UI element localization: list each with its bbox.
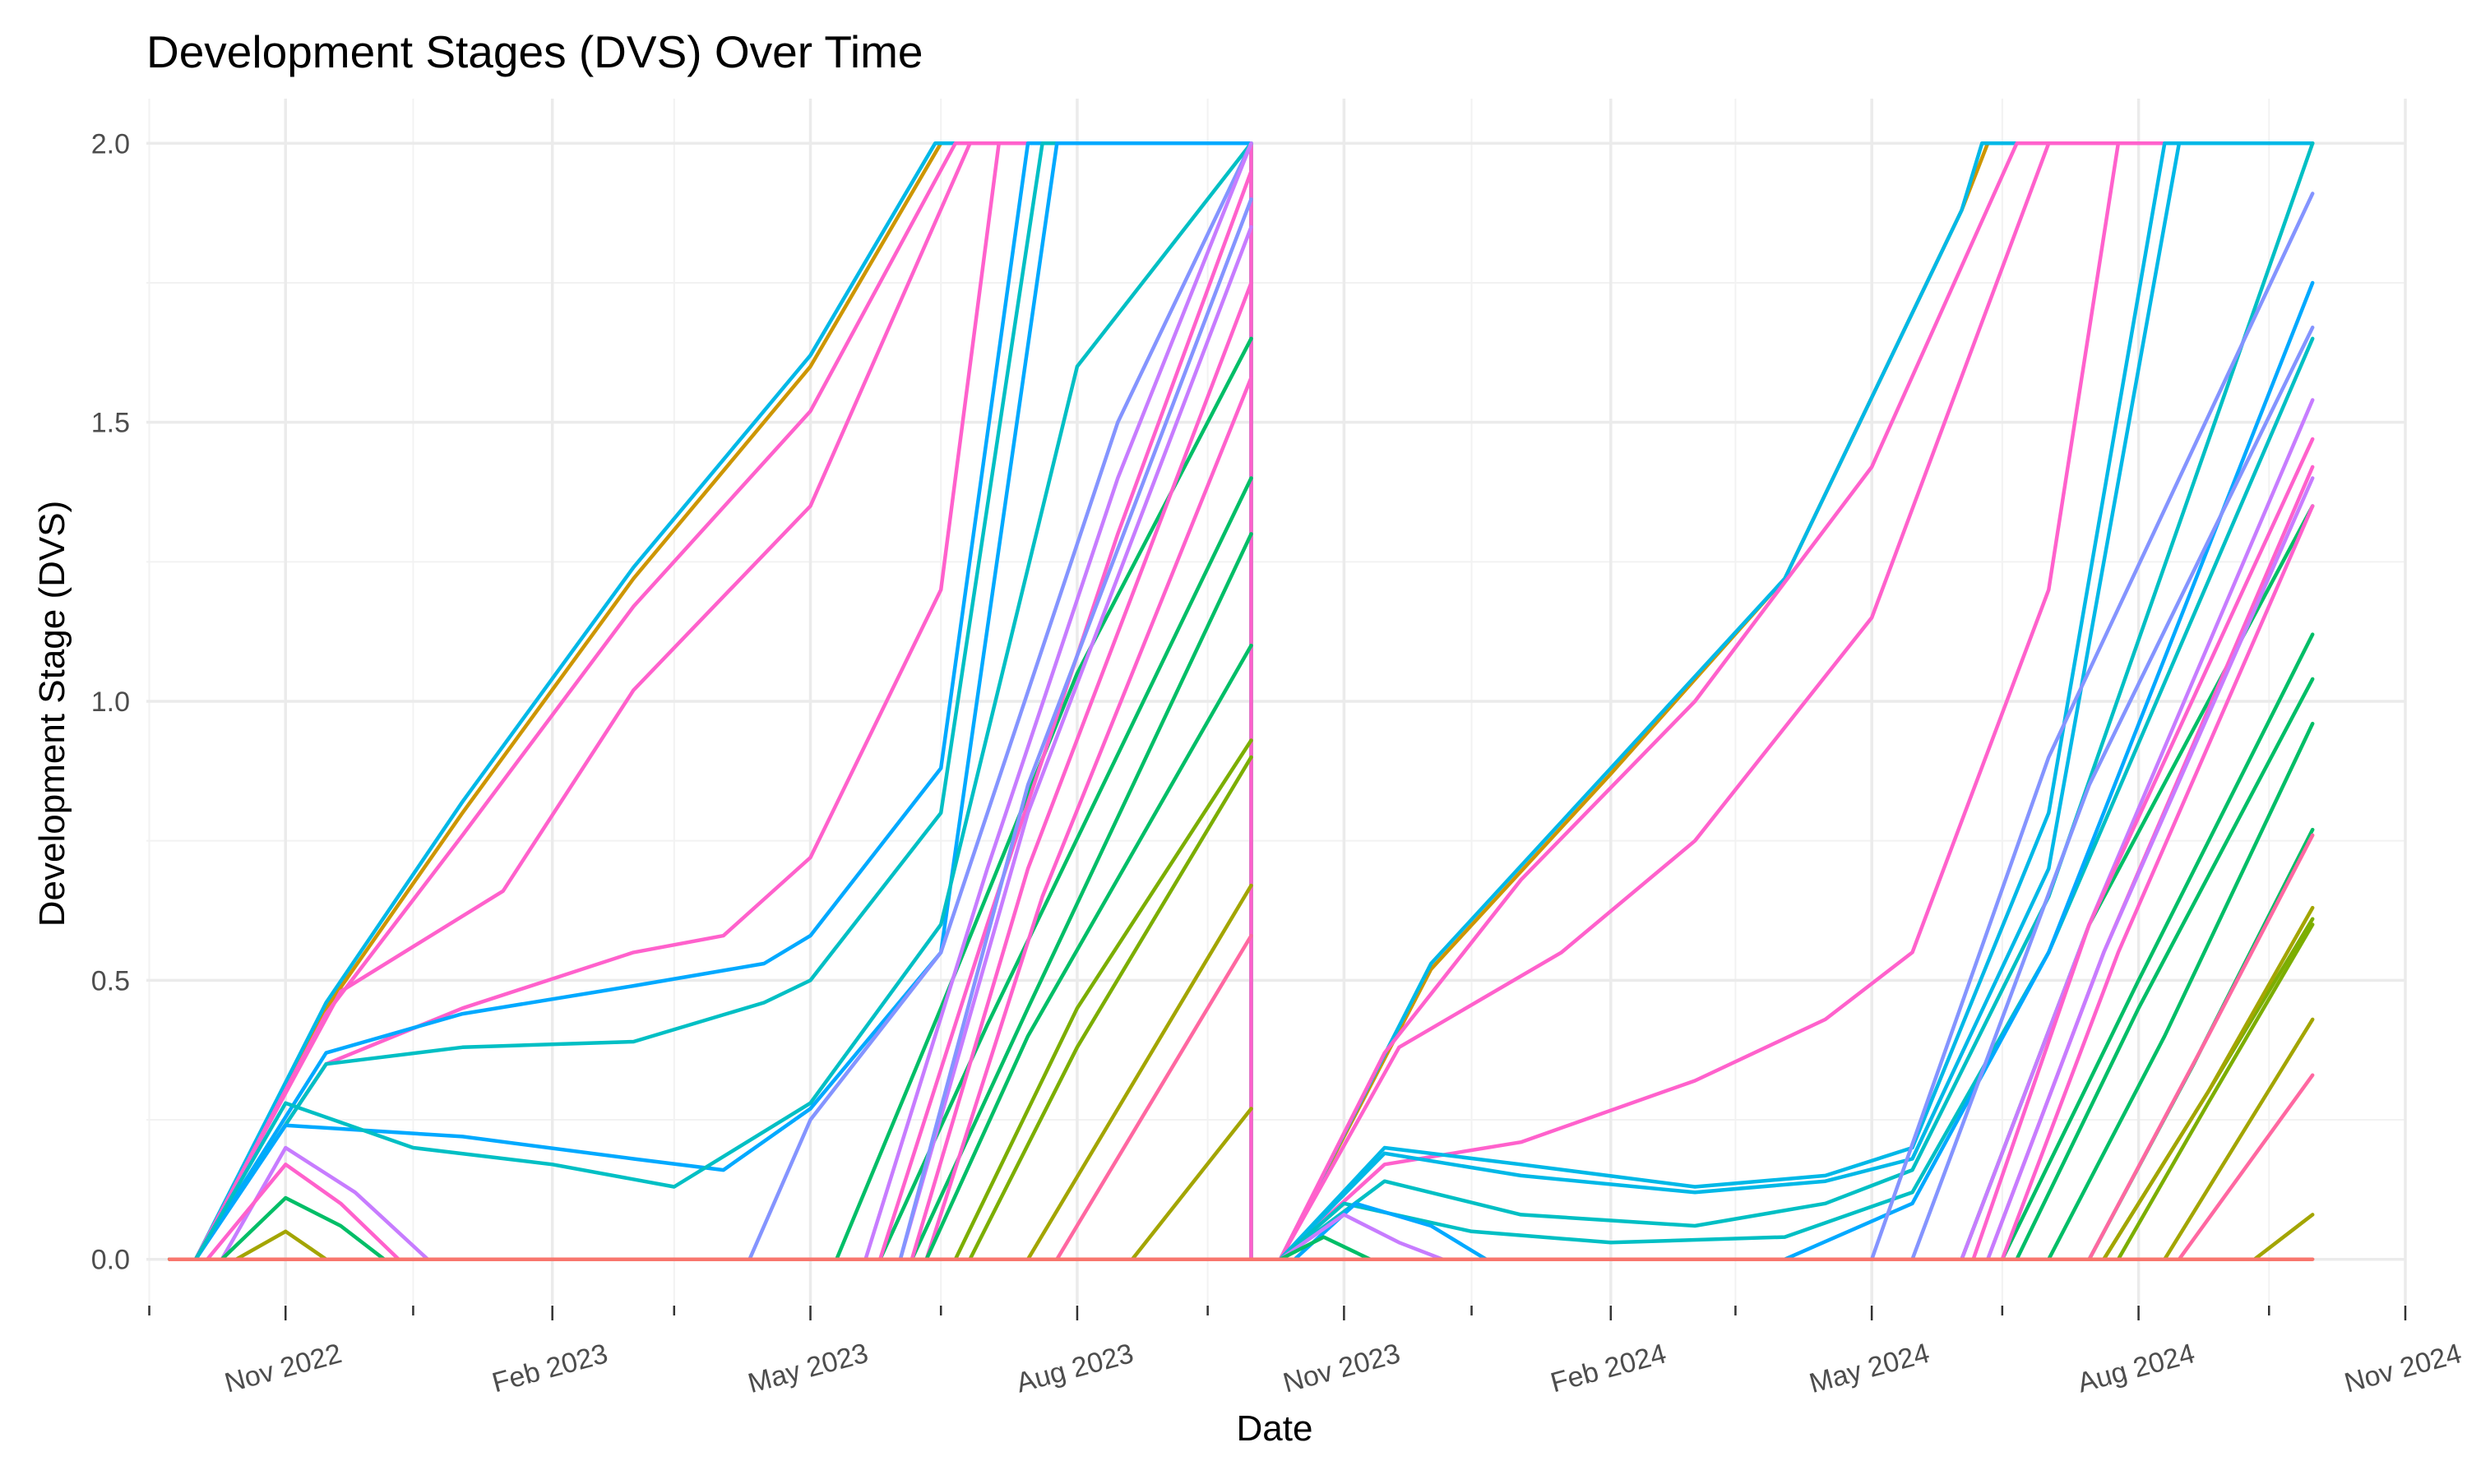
y-tick-label: 1.0 — [91, 687, 130, 718]
y-tick-label: 0.5 — [91, 965, 130, 996]
chart-title: Development Stages (DVS) Over Time — [146, 26, 923, 77]
dvs-series-line-10 — [167, 141, 1253, 1261]
y-tick-label: 2.0 — [91, 128, 130, 159]
dvs-series-line-35 — [1252, 141, 2315, 1261]
dvs-series-line-33 — [1252, 141, 2315, 1261]
y-tick-label: 1.5 — [91, 408, 130, 439]
x-axis-title: Date — [1237, 1408, 1313, 1449]
dvs-series-line-11 — [167, 141, 1253, 1261]
dvs-series-line-36 — [1252, 141, 2315, 1261]
series-lines — [167, 141, 2315, 1261]
dvs-series-line-8 — [167, 141, 1253, 1261]
y-axis-title: Development Stage (DVS) — [32, 501, 72, 927]
y-tick-label: 0.0 — [91, 1245, 130, 1276]
